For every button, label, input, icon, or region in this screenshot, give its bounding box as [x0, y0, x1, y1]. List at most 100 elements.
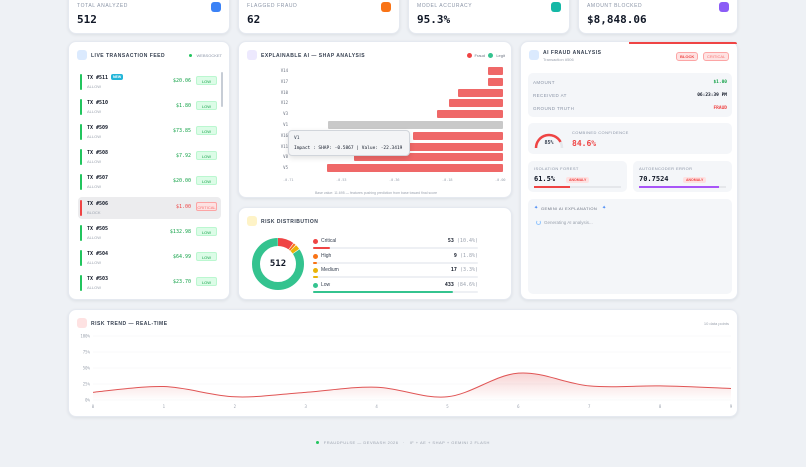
shap-bar[interactable]: [449, 99, 503, 108]
y-tick-label: 25%: [83, 382, 91, 387]
risk-count-value: 17: [450, 267, 457, 273]
transaction-id: TX #505: [87, 225, 109, 232]
risk-trend-chart: 100% 75% 50% 25% 0% 0 1 2 3 4 5 6 7 8 9: [80, 334, 733, 410]
pulse-icon: [77, 50, 87, 60]
donut-slice[interactable]: [252, 238, 304, 290]
shap-bar[interactable]: [488, 67, 503, 75]
autoencoder-tag: ANOMALY: [683, 177, 707, 183]
x-tick-label: 8: [659, 404, 662, 409]
transaction-row[interactable]: TX #510 ALLOW $1.80 LOW: [78, 96, 221, 118]
shap-bar[interactable]: [353, 153, 503, 162]
shap-feature-label: V17: [280, 78, 288, 84]
shap-bar[interactable]: [458, 88, 503, 97]
stat-label: AMOUNT BLOCKED: [587, 3, 643, 9]
transaction-id: TX #506: [87, 200, 109, 207]
detail-key: AMOUNT: [533, 80, 555, 85]
risk-level-name: Critical: [321, 238, 337, 244]
risk-level-bar: [313, 290, 453, 293]
x-tick-label: 1: [163, 404, 166, 409]
shap-bar[interactable]: [368, 142, 503, 151]
gemini-explanation-card: ✦ GEMINI AI EXPLANATION ✦ Generating AI …: [528, 199, 732, 294]
shap-x-tick: -0.00: [495, 178, 506, 182]
shap-bar[interactable]: [488, 77, 503, 86]
risk-count-value: 433: [444, 281, 454, 288]
shield-icon: [529, 50, 539, 60]
shap-feature-label: V14: [280, 68, 288, 73]
stat-label: FLAGGED FRAUD: [247, 3, 298, 9]
shap-tooltip: V1 Impact : SHAP: -0.5867 | Value: -22.3…: [288, 130, 410, 156]
shap-bar[interactable]: [327, 121, 503, 129]
detail-value: FRAUD: [713, 106, 727, 111]
transaction-amount: $20.00: [172, 178, 191, 185]
transaction-id: TX #508: [87, 150, 109, 157]
transaction-row[interactable]: TX #507 ALLOW $20.00 LOW: [78, 171, 221, 193]
risk-count-percent: (10.4%): [456, 238, 478, 244]
transaction-row[interactable]: TX #505 ALLOW $132.98 LOW: [78, 222, 221, 244]
transaction-row[interactable]: TX #511 ALLOW $20.06 LOW NEW: [78, 71, 221, 93]
x-tick-label: 4: [375, 404, 378, 409]
risk-indicator-bar: [80, 74, 82, 90]
tooltip-feature: V1: [294, 136, 300, 141]
stat-value: $8,848.06: [587, 13, 647, 26]
confidence-value: 84.6%: [572, 139, 597, 148]
risk-level-count: 9 (1.8%): [454, 253, 478, 259]
stat-card-amount-blocked: AMOUNT BLOCKED $8,848.06: [578, 0, 738, 34]
shap-bar[interactable]: [326, 164, 503, 173]
transaction-amount: $73.85: [172, 128, 191, 135]
shap-bar[interactable]: [437, 110, 503, 119]
risk-count-percent: (84.6%): [456, 281, 478, 288]
transaction-status: BLOCK: [87, 209, 101, 215]
transaction-amount: $7.92: [175, 153, 191, 160]
donut-total: 512: [269, 259, 287, 269]
y-tick-label: 0%: [85, 398, 90, 403]
panel-title: LIVE TRANSACTION FEED: [91, 53, 166, 59]
risk-count-value: 53: [447, 238, 454, 244]
risk-indicator-bar: [80, 274, 82, 291]
shap-feature-label: V1: [283, 122, 288, 127]
shap-feature-label: V11: [280, 143, 288, 149]
connection-status-dot: [189, 54, 192, 57]
transaction-row[interactable]: TX #504 ALLOW $64.99 LOW: [78, 247, 221, 269]
status-dot: [316, 441, 320, 444]
trend-line[interactable]: [92, 372, 732, 398]
transaction-id: TX #507: [87, 175, 109, 182]
risk-level-bar: [313, 261, 317, 264]
confidence-label: COMBINED CONFIDENCE: [572, 130, 629, 135]
risk-indicator-bar: [80, 124, 82, 141]
autoencoder-label: AUTOENCODER ERROR: [639, 166, 693, 171]
transaction-feed-panel: LIVE TRANSACTION FEED WEBSOCKET TX #511 A…: [68, 41, 230, 300]
transaction-status: ALLOW: [87, 134, 102, 140]
risk-badge: LOW: [196, 251, 217, 261]
risk-indicator-bar: [80, 99, 82, 116]
autoencoder-card: AUTOENCODER ERROR 70.7524 ANOMALY: [633, 161, 732, 192]
x-tick-label: 9: [730, 404, 733, 409]
transaction-row[interactable]: TX #506 BLOCK $1.00 CRITICAL: [78, 196, 221, 219]
y-tick-label: 50%: [83, 366, 91, 371]
gemini-status: Generating AI analysis...: [544, 220, 593, 225]
transaction-amount: $23.70: [172, 278, 191, 285]
transaction-amount: $64.99: [172, 253, 191, 260]
stat-label: MODEL ACCURACY: [417, 3, 473, 9]
shap-feature-label: V12: [280, 100, 288, 106]
panel-title: RISK DISTRIBUTION: [261, 219, 319, 225]
stat-card-model-accuracy: MODEL ACCURACY 95.3%: [408, 0, 570, 34]
feed-scrollbar[interactable]: [221, 72, 223, 107]
transaction-row[interactable]: TX #503 ALLOW $23.70 LOW: [78, 272, 221, 294]
y-tick-label: 75%: [83, 350, 91, 355]
risk-level-count: 17 (3.3%): [451, 267, 478, 273]
transaction-row[interactable]: TX #509 ALLOW $73.85 LOW: [78, 121, 221, 143]
risk-badge: LOW: [196, 101, 217, 111]
risk-badge: LOW: [196, 76, 217, 85]
risk-distribution-panel: RISK DISTRIBUTION 512 Critical 53 (10.4%)…: [238, 207, 512, 300]
transaction-status: ALLOW: [87, 159, 102, 165]
trend-area: [93, 372, 731, 400]
risk-badge: LOW: [196, 151, 217, 161]
shap-bar[interactable]: [413, 131, 503, 140]
stat-value: 95.3%: [417, 13, 451, 26]
risk-count-value: 9: [453, 252, 457, 259]
risk-level-track: [313, 247, 478, 249]
risk-indicator-bar: [80, 149, 82, 166]
risk-level-bar: [313, 247, 331, 249]
x-tick-label: 0: [92, 404, 95, 409]
transaction-row[interactable]: TX #508 ALLOW $7.92 LOW: [78, 146, 221, 168]
